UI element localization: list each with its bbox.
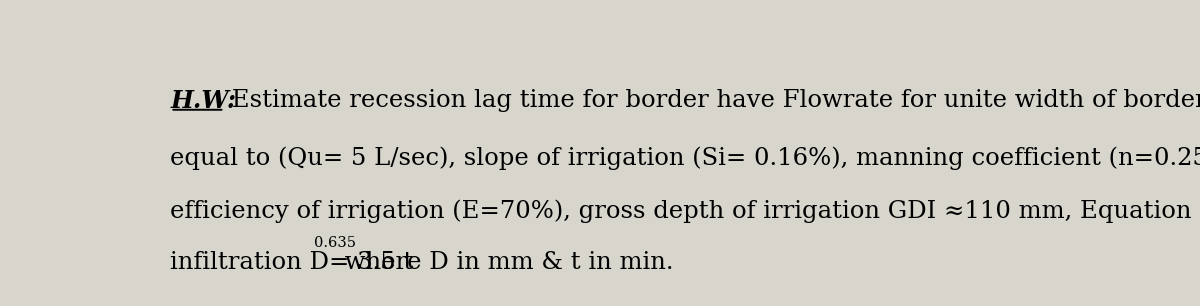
Text: infiltration D= 3.5 t: infiltration D= 3.5 t <box>170 251 414 274</box>
Text: 0.635: 0.635 <box>314 236 356 250</box>
Text: equal to (Qu= 5 L/sec), slope of irrigation (Si= 0.16%), manning coefficient (n=: equal to (Qu= 5 L/sec), slope of irrigat… <box>170 146 1200 170</box>
Text: efficiency of irrigation (E=70%), gross depth of irrigation GDI ≈110 mm, Equatio: efficiency of irrigation (E=70%), gross … <box>170 199 1200 223</box>
Text: H.W:: H.W: <box>170 88 236 113</box>
Text: where D in mm & t in min.: where D in mm & t in min. <box>337 251 673 274</box>
Text: Estimate recession lag time for border have Flowrate for unite width of border: Estimate recession lag time for border h… <box>224 88 1200 112</box>
